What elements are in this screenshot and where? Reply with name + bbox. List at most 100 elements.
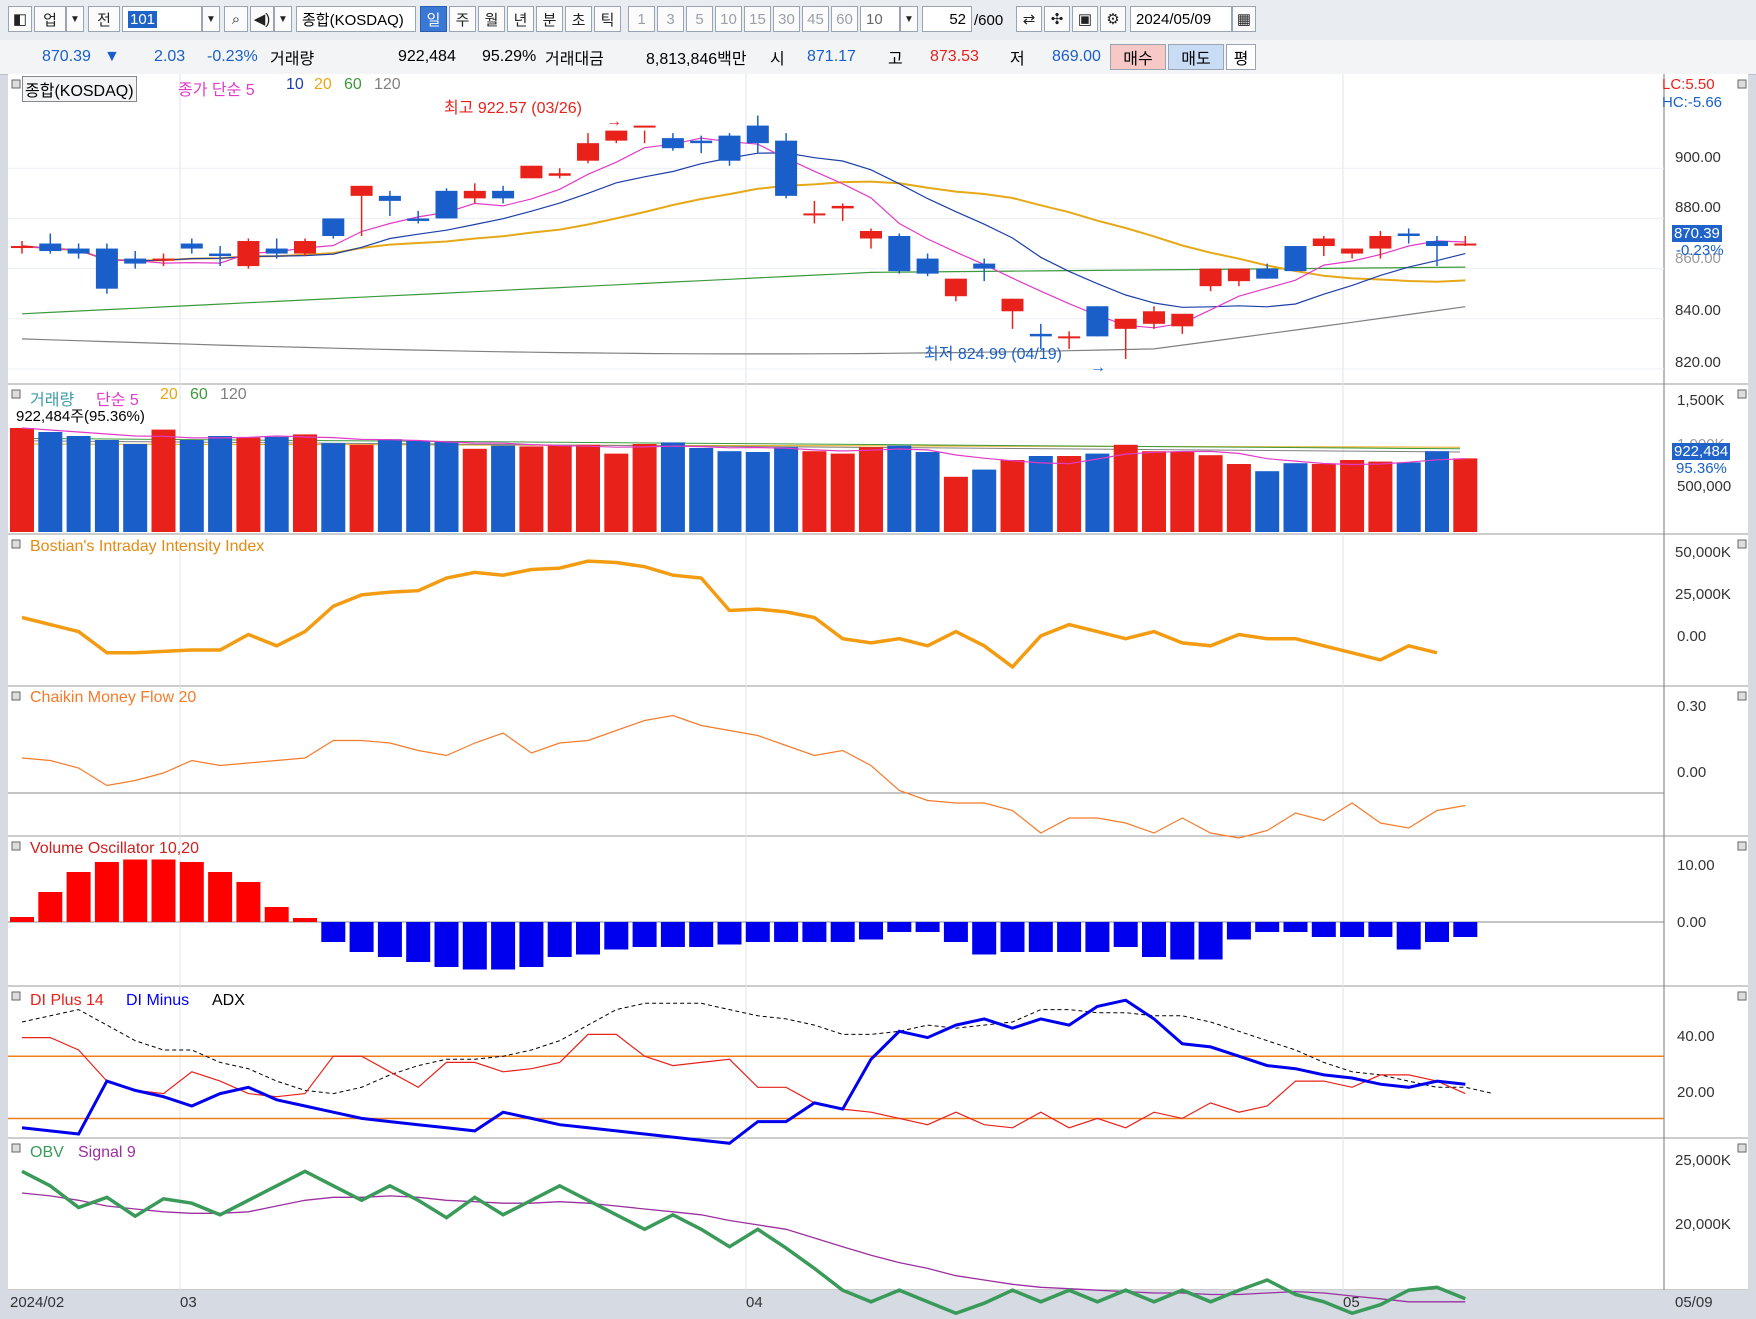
vo-bar — [208, 872, 233, 922]
count-input[interactable]: 52 — [922, 6, 972, 32]
volume-ma60-legend: 60 — [190, 386, 208, 403]
candle-body — [124, 258, 147, 264]
period-tab-4[interactable]: 분 — [536, 6, 563, 32]
panel-settings-icon — [1737, 389, 1747, 399]
bii-line — [21, 559, 1438, 670]
interval-button-3[interactable]: 3 — [657, 6, 684, 32]
vo-bar — [1425, 922, 1449, 942]
panel-collapse-icon — [11, 841, 21, 851]
sound-dropdown-icon[interactable]: ▼ — [274, 6, 292, 32]
volume-ma5-line — [21, 427, 1466, 466]
chart-canvas[interactable]: →→ — [0, 74, 1756, 1319]
vo-title: Volume Oscillator 10,20 — [30, 840, 199, 857]
date-input[interactable]: 2024/05/09 — [1130, 6, 1232, 32]
candle-body — [605, 130, 628, 141]
candle-body — [1029, 333, 1052, 337]
vo-bar — [10, 917, 34, 922]
candle-body — [294, 241, 316, 254]
sell-button[interactable]: 매도 — [1168, 44, 1224, 70]
volume-bar — [349, 444, 374, 532]
candle-body — [888, 236, 911, 272]
interval-dropdown-icon[interactable]: ▼ — [900, 6, 918, 32]
calendar-icon[interactable]: ▦ — [1232, 6, 1256, 32]
eval-button[interactable]: 평 — [1226, 44, 1256, 70]
interval-button-1[interactable]: 1 — [628, 6, 655, 32]
price-axis-840: 840.00 — [1675, 302, 1721, 319]
candle-body — [1397, 233, 1420, 236]
period-tab-1[interactable]: 주 — [449, 6, 476, 32]
candle-body — [1114, 318, 1137, 329]
buy-button[interactable]: 매수 — [1110, 44, 1166, 70]
low-annotation: 최저 824.99 (04/19) — [924, 346, 1062, 363]
candle-body — [633, 125, 656, 128]
period-tab-5[interactable]: 초 — [565, 6, 592, 32]
toolbar: ◧ 업 ▼ 전 101 ▼ ⌕ ◀) ▼ 종합(KOSDAQ) 10 ▼ 52 … — [0, 0, 1756, 41]
volume-bar — [1368, 461, 1393, 532]
candle-body — [350, 185, 373, 196]
price-panel-title[interactable]: 종합(KOSDAQ) — [22, 76, 137, 102]
vo-bar — [462, 922, 487, 970]
volume-bar — [66, 436, 91, 532]
sound-icon[interactable]: ◀) — [250, 6, 274, 32]
candle-body — [803, 213, 826, 216]
vo-bar — [151, 859, 176, 922]
prev-button[interactable]: 전 — [88, 6, 120, 32]
index-name: 종합(KOSDAQ) — [296, 6, 416, 32]
code-input[interactable]: 101 — [122, 6, 202, 32]
interval-button-45[interactable]: 45 — [802, 6, 829, 32]
code-dropdown-icon[interactable]: ▼ — [202, 6, 220, 32]
volume-bar — [1057, 456, 1082, 532]
period-tab-2[interactable]: 월 — [478, 6, 505, 32]
volume-bar — [972, 469, 997, 532]
high-value: 873.53 — [930, 48, 979, 65]
vo-bar — [377, 922, 402, 957]
compare-icon[interactable]: ⇄ — [1016, 6, 1042, 32]
volume-last-tag: 922,484 — [1672, 443, 1731, 460]
x-axis-band — [0, 1290, 1756, 1319]
period-tab-0[interactable]: 일 — [420, 6, 447, 32]
vo-bar — [859, 922, 883, 940]
panel-settings-icon — [1737, 1143, 1747, 1153]
gear-icon[interactable]: ⚙ — [1100, 6, 1126, 32]
search-icon[interactable]: ⌕ — [224, 6, 248, 32]
candle-body — [548, 173, 571, 176]
interval-button-60[interactable]: 60 — [831, 6, 858, 32]
vo-bar — [406, 922, 431, 962]
candle-body — [1199, 268, 1222, 287]
volume-bar — [151, 429, 176, 532]
volume-bar — [745, 452, 770, 532]
period-tab-3[interactable]: 년 — [507, 6, 534, 32]
candle-body — [1312, 238, 1335, 247]
volume-bar — [1113, 444, 1138, 532]
volume-bar — [1000, 460, 1025, 532]
volume-note: 922,484주(95.36%) — [16, 408, 145, 425]
high-arrow-icon: → — [606, 113, 622, 130]
vo-bar — [576, 922, 600, 955]
interval-button-30[interactable]: 30 — [773, 6, 800, 32]
vo-bar — [349, 922, 374, 952]
interval-button-5[interactable]: 5 — [686, 6, 713, 32]
interval-button-10[interactable]: 10 — [715, 6, 742, 32]
open-label: 시 — [770, 51, 785, 68]
chart-area[interactable]: → → 종합(KOSDAQ) 종가 단순 5 10 20 60 120 최고 92… — [0, 74, 1756, 1319]
vo-bar — [1198, 922, 1223, 960]
ma60-line — [21, 266, 1466, 315]
interval-button-15[interactable]: 15 — [744, 6, 771, 32]
obv-axis-20000k: 20,000K — [1675, 1216, 1731, 1233]
last-pct-tag: -0.23% — [1676, 242, 1724, 259]
cmf-line — [21, 714, 1466, 839]
vo-bar — [1311, 922, 1336, 937]
period-tab-6[interactable]: 틱 — [594, 6, 621, 32]
save-icon[interactable]: ▣ — [1072, 6, 1098, 32]
interval-input[interactable]: 10 — [860, 6, 900, 32]
volume-bar — [1226, 464, 1251, 532]
market-button[interactable]: 업 — [34, 6, 66, 32]
crosshair-icon[interactable]: ✣ — [1044, 6, 1070, 32]
vo-bar — [1396, 922, 1421, 950]
chart-menu-icon[interactable]: ◧ — [8, 6, 32, 32]
market-dropdown-icon[interactable]: ▼ — [66, 6, 84, 32]
candle-body — [1143, 311, 1165, 324]
volume-bar — [830, 453, 855, 532]
volume-bar — [943, 476, 968, 532]
vo-bar — [972, 922, 997, 955]
